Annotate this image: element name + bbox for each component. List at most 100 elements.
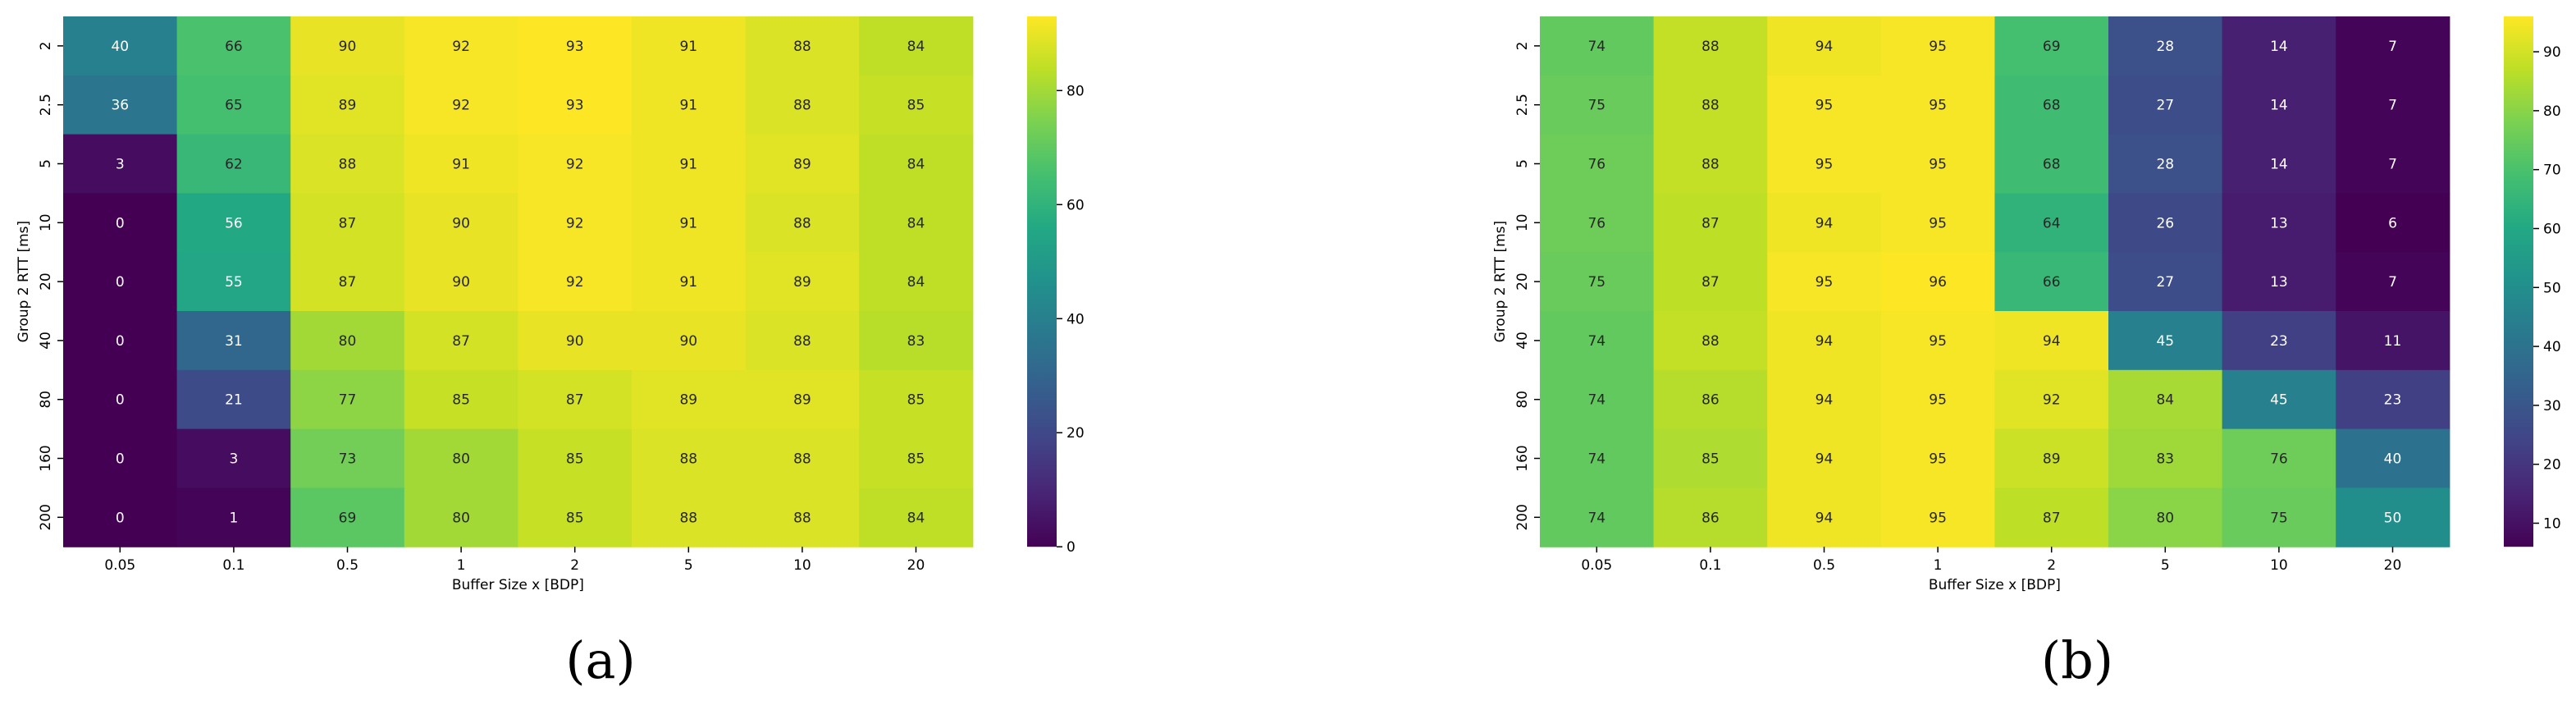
heatmap-cell <box>404 16 518 76</box>
cell-value-label: 88 <box>679 510 697 526</box>
heatmap-cell <box>632 369 747 430</box>
heatmap-cell <box>632 252 747 312</box>
heatmap-cell <box>1880 369 1995 430</box>
heatmap-cell <box>176 252 291 312</box>
cell-value-label: 87 <box>566 392 584 409</box>
cell-value-label: 0 <box>116 392 125 409</box>
heatmap-cell <box>1767 193 1882 253</box>
cell-value-label: 95 <box>1816 274 1834 291</box>
y-tick-label: 20 <box>38 272 54 291</box>
cell-value-label: 95 <box>1816 98 1834 114</box>
cell-value-label: 94 <box>1816 215 1834 231</box>
cell-value-label: 91 <box>679 98 697 114</box>
cell-value-label: 85 <box>907 392 925 409</box>
y-axis-label: Group 2 RTT [ms] <box>1492 221 1509 343</box>
heatmap-cell <box>63 311 178 371</box>
cell-value-label: 84 <box>907 274 925 291</box>
y-tick-label: 10 <box>38 213 54 231</box>
y-tick-label: 2.5 <box>1514 94 1531 116</box>
heatmap-cell <box>745 369 860 430</box>
heatmap-cell <box>1540 193 1655 253</box>
heatmap-cell <box>2336 134 2450 194</box>
heatmap-cell <box>1767 428 1882 488</box>
cell-value-label: 89 <box>793 392 811 409</box>
cell-value-label: 14 <box>2270 39 2288 55</box>
cell-value-label: 89 <box>793 157 811 173</box>
cell-value-label: 83 <box>2156 451 2174 468</box>
cell-value-label: 88 <box>793 451 811 468</box>
heatmap-cell <box>1540 488 1655 547</box>
cell-value-label: 7 <box>2388 157 2397 173</box>
cell-value-label: 80 <box>2156 510 2174 526</box>
cell-value-label: 89 <box>793 274 811 291</box>
cell-value-label: 0 <box>116 510 125 526</box>
cell-value-label: 88 <box>1701 39 1720 55</box>
heatmap-cell <box>1994 193 2109 253</box>
heatmap-cell <box>1653 193 1768 253</box>
x-axis-label: Buffer Size x [BDP] <box>452 577 584 593</box>
cell-value-label: 88 <box>1701 333 1720 350</box>
heatmap-cell <box>518 16 633 76</box>
cell-value-label: 74 <box>1587 333 1605 350</box>
heatmap-cell <box>1880 75 1995 135</box>
cell-value-label: 50 <box>2384 510 2402 526</box>
x-tick-label: 1 <box>457 557 466 574</box>
heatmap-cell <box>2108 252 2223 312</box>
cell-value-label: 45 <box>2270 392 2288 409</box>
cell-value-label: 75 <box>1587 274 1605 291</box>
heatmap-cell <box>1653 428 1768 488</box>
colorbar-tick-label: 60 <box>2543 221 2561 237</box>
heatmap-cell <box>290 369 405 430</box>
y-tick-label: 20 <box>1514 272 1531 291</box>
cell-value-label: 68 <box>2043 98 2061 114</box>
heatmap-cell <box>2108 193 2223 253</box>
cell-value-label: 94 <box>1816 451 1834 468</box>
cell-value-label: 28 <box>2156 39 2174 55</box>
cell-value-label: 45 <box>2156 333 2174 350</box>
heatmap-cell <box>632 193 747 253</box>
x-tick-label: 0.05 <box>104 557 135 574</box>
colorbar-tick-label: 10 <box>2543 515 2561 532</box>
cell-value-label: 88 <box>679 451 697 468</box>
cell-value-label: 65 <box>225 98 243 114</box>
heatmap-cell <box>859 428 974 488</box>
heatmap-cell <box>859 134 974 194</box>
cell-value-label: 27 <box>2156 98 2174 114</box>
cell-value-label: 26 <box>2156 215 2174 231</box>
heatmap-cell <box>63 428 178 488</box>
cell-value-label: 89 <box>339 98 357 114</box>
x-tick-label: 0.5 <box>336 557 359 574</box>
cell-value-label: 84 <box>907 157 925 173</box>
heatmap-cell <box>404 193 518 253</box>
heatmap-cell <box>859 16 974 76</box>
heatmap-cell <box>1767 16 1882 76</box>
cell-value-label: 92 <box>452 39 470 55</box>
cell-value-label: 31 <box>225 333 243 350</box>
x-tick-label: 10 <box>2270 557 2288 574</box>
y-tick-label: 80 <box>38 391 54 409</box>
cell-value-label: 95 <box>1929 392 1947 409</box>
heatmap-cell <box>2336 252 2450 312</box>
heatmap-cell <box>1880 428 1995 488</box>
heatmap-cell <box>1653 311 1768 371</box>
heatmap-cell <box>1880 311 1995 371</box>
heatmap-cell <box>632 428 747 488</box>
cell-value-label: 85 <box>566 510 584 526</box>
heatmap-cell <box>2108 134 2223 194</box>
heatmap-cell <box>1653 134 1768 194</box>
y-tick-label: 2 <box>38 41 54 50</box>
heatmap-cell <box>745 428 860 488</box>
heatmap-cell <box>518 311 633 371</box>
cell-value-label: 7 <box>2388 39 2397 55</box>
heatmap-cell <box>2336 311 2450 371</box>
cell-value-label: 56 <box>225 215 243 231</box>
cell-value-label: 92 <box>566 215 584 231</box>
heatmap-cell <box>1994 369 2109 430</box>
heatmap-cell <box>1767 311 1882 371</box>
cell-value-label: 28 <box>2156 157 2174 173</box>
heatmap-cell <box>404 428 518 488</box>
cell-value-label: 87 <box>452 333 470 350</box>
heatmap-cell <box>859 369 974 430</box>
colorbar-tick-label: 80 <box>1066 83 1085 99</box>
